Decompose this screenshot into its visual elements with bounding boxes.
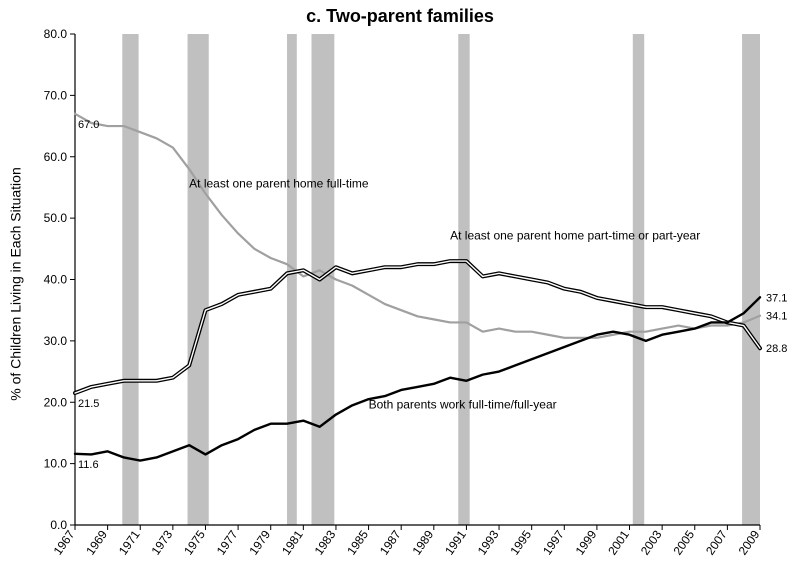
chart-svg: 0.010.020.030.040.050.060.070.080.019671…	[0, 0, 800, 568]
series-label-at_least_one_part_time: At least one parent home part-time or pa…	[450, 229, 700, 243]
x-tick-label: 1969	[83, 527, 110, 557]
x-tick-label: 1995	[507, 527, 534, 557]
y-tick-label: 30.0	[44, 334, 68, 348]
x-tick-label: 1979	[246, 527, 273, 557]
x-tick-label: 1999	[573, 527, 600, 557]
end-value-at_least_one_full_time: 34.1	[766, 311, 787, 323]
y-tick-label: 80.0	[44, 27, 68, 41]
x-tick-label: 2003	[638, 527, 665, 557]
series-label-at_least_one_full_time: At least one parent home full-time	[189, 176, 369, 190]
x-tick-label: 2001	[605, 527, 632, 557]
x-tick-label: 1997	[540, 527, 567, 557]
x-tick-label: 1987	[377, 527, 404, 557]
x-tick-label: 1989	[409, 527, 436, 557]
y-axis-label: % of Children Living in Each Situation	[8, 167, 24, 400]
recession-band	[742, 34, 760, 525]
x-tick-label: 1993	[475, 527, 502, 557]
y-tick-label: 70.0	[44, 88, 68, 102]
x-tick-label: 1973	[149, 527, 176, 557]
start-value-at_least_one_full_time: 67.0	[78, 119, 99, 131]
chart-title: c. Two-parent families	[0, 6, 800, 27]
y-tick-label: 20.0	[44, 395, 68, 409]
x-tick-label: 2009	[736, 527, 763, 557]
start-value-at_least_one_part_time: 21.5	[78, 398, 99, 410]
chart-container: c. Two-parent families % of Children Liv…	[0, 0, 800, 568]
y-tick-label: 60.0	[44, 150, 68, 164]
recession-band	[633, 34, 644, 525]
x-tick-label: 1985	[344, 527, 371, 557]
x-tick-label: 1981	[279, 527, 306, 557]
x-tick-label: 1971	[116, 527, 143, 557]
x-tick-label: 1975	[181, 527, 208, 557]
recession-band	[287, 34, 297, 525]
y-tick-label: 40.0	[44, 273, 68, 287]
end-value-at_least_one_part_time: 28.8	[766, 343, 787, 355]
recession-band	[122, 34, 138, 525]
x-tick-label: 1983	[312, 527, 339, 557]
x-tick-label: 2005	[670, 527, 697, 557]
recession-band	[458, 34, 469, 525]
x-tick-label: 2007	[703, 527, 730, 557]
end-value-both_work_full: 37.1	[766, 292, 787, 304]
start-value-both_work_full: 11.6	[78, 459, 99, 471]
y-tick-label: 10.0	[44, 457, 68, 471]
x-tick-label: 1991	[442, 527, 469, 557]
series-label-both_work_full: Both parents work full-time/full-year	[369, 397, 557, 411]
y-tick-label: 50.0	[44, 211, 68, 225]
x-tick-label: 1977	[214, 527, 241, 557]
